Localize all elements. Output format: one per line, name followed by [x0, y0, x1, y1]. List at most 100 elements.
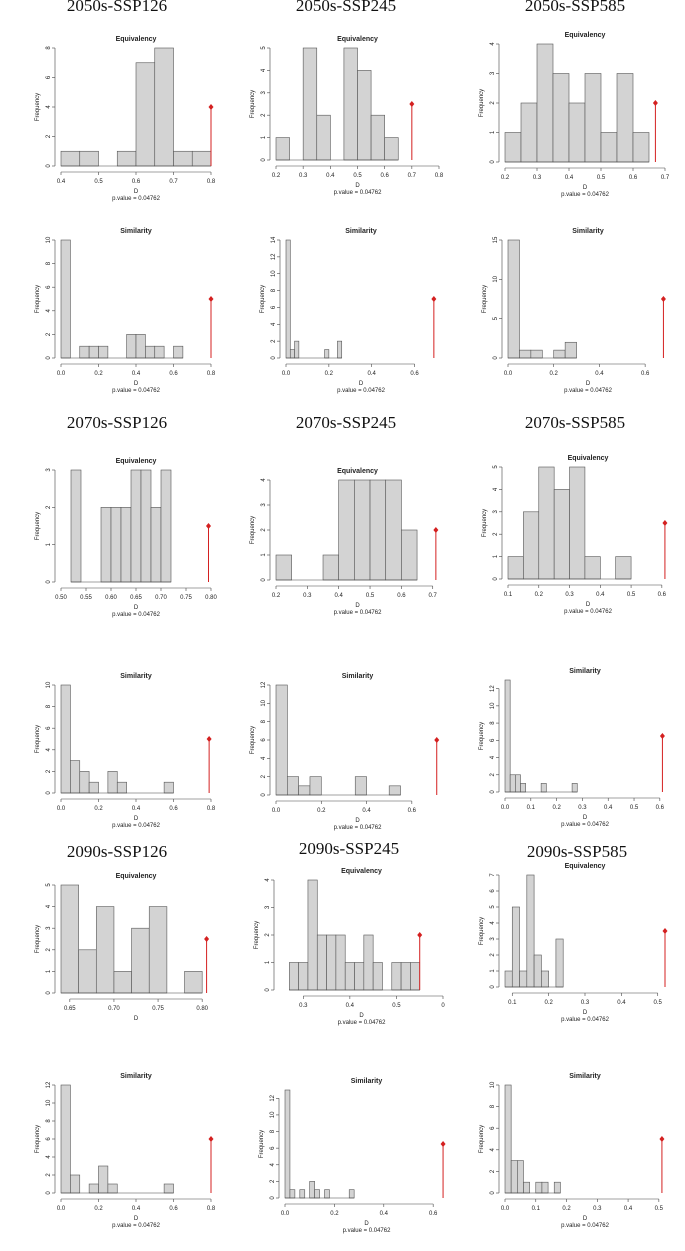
histogram-bar: [160, 469, 172, 583]
histogram-panel-2050s-SSP245-equivalency: Equivalency 0 1 2 3 4 5 Frequency 0.2 0.3 0.4 0.5 0.…: [250, 36, 444, 196]
histogram-bar: [511, 906, 520, 988]
histogram-bar: [541, 1181, 549, 1194]
histogram-bar: [135, 62, 156, 167]
y-tick-label: 5: [493, 465, 499, 469]
histogram-bar: [600, 132, 618, 163]
histogram-bar: [504, 1084, 512, 1194]
y-tick-label: 4: [261, 478, 267, 482]
y-tick-label: 3: [265, 905, 271, 909]
y-tick-label: 8: [46, 1119, 52, 1123]
histogram-bar: [533, 954, 542, 988]
histogram-bar: [298, 785, 311, 796]
x-tick-label: 0.4: [326, 173, 335, 179]
observed-value-marker: [434, 737, 440, 743]
histogram-bar: [70, 1174, 81, 1194]
y-tick-label: 6: [490, 738, 496, 742]
y-axis-label: Frequency: [250, 726, 256, 754]
y-tick-label: 2: [265, 933, 271, 937]
y-tick-label: 12: [490, 685, 496, 692]
histogram-bar: [191, 150, 212, 167]
x-tick-label: 0.0: [281, 1211, 290, 1217]
x-tick-label: 0.0: [57, 1206, 66, 1212]
y-tick-label: 2: [46, 947, 52, 951]
panel-title: Equivalency: [568, 455, 609, 462]
histogram-bar: [370, 114, 385, 161]
y-tick-label: 4: [46, 105, 52, 109]
x-tick-label: 0.2: [552, 805, 561, 811]
histogram-bar: [510, 1160, 518, 1194]
x-axis-label: D: [364, 1221, 369, 1227]
y-axis-label: Frequency: [35, 725, 41, 753]
y-tick-label: 2: [46, 769, 52, 773]
y-tick-label: 4: [490, 921, 496, 925]
histogram-bar: [275, 137, 290, 161]
x-tick-label: 0.5: [655, 1206, 664, 1212]
histogram-bar: [401, 529, 418, 581]
histogram-bar: [113, 971, 132, 994]
p-value-label: p.value = 0.04762: [338, 1020, 387, 1026]
x-tick-label: 0.6: [641, 371, 650, 377]
y-axis-label: Frequency: [479, 1125, 485, 1153]
y-tick-label: 6: [46, 285, 52, 289]
histogram-bar: [116, 781, 127, 794]
y-tick-label: 0: [493, 577, 499, 581]
x-tick-label: 0.4: [624, 1206, 633, 1212]
histogram-bar: [98, 1165, 109, 1194]
y-tick-label: 14: [271, 236, 277, 243]
y-tick-label: 8: [490, 1104, 496, 1108]
x-tick-label: 0.4: [368, 371, 377, 377]
y-tick-label: 4: [265, 878, 271, 882]
histogram-bar: [384, 137, 399, 161]
y-tick-label: 0: [490, 160, 496, 164]
x-tick-label: 0.3: [533, 175, 542, 181]
y-axis-label: Frequency: [250, 516, 256, 544]
histogram-bar: [555, 938, 564, 988]
y-axis-label: Frequency: [260, 285, 266, 313]
x-tick-label: 0.70: [155, 595, 167, 601]
y-tick-label: 8: [490, 721, 496, 725]
y-tick-label: 10: [270, 1111, 276, 1118]
p-value-label: p.value = 0.04762: [561, 1223, 610, 1229]
y-tick-label: 8: [46, 704, 52, 708]
histogram-bar: [316, 934, 327, 991]
panel-title: Similarity: [120, 673, 152, 680]
y-tick-label: 8: [46, 46, 52, 50]
histogram-bar: [140, 469, 152, 583]
x-tick-label: 0.4: [362, 808, 371, 814]
x-tick-label: 0.5: [597, 175, 606, 181]
p-value-label: p.value = 0.04762: [564, 609, 613, 615]
y-tick-label: 1: [490, 969, 496, 973]
y-tick-label: 4: [490, 42, 496, 46]
histogram-bar: [107, 1183, 118, 1194]
histogram-bar: [60, 884, 79, 994]
x-tick-label: 0.7: [408, 173, 417, 179]
y-tick-label: 0: [46, 791, 52, 795]
histogram-bar: [568, 102, 586, 163]
observed-value-marker: [662, 928, 668, 934]
y-tick-label: 2: [46, 505, 52, 509]
histogram-bar: [324, 349, 330, 359]
x-axis-label: D: [134, 605, 139, 611]
y-tick-label: 8: [271, 288, 277, 292]
histogram-bar: [275, 684, 288, 796]
y-tick-label: 10: [261, 699, 267, 706]
y-tick-label: 0: [46, 356, 52, 360]
y-tick-label: 2: [46, 332, 52, 336]
x-axis-label: D: [583, 815, 588, 821]
y-tick-label: 6: [46, 75, 52, 79]
histogram-bar: [289, 349, 295, 359]
y-tick-label: 6: [490, 889, 496, 893]
observed-value-marker: [660, 296, 666, 302]
histogram-bar: [348, 1189, 355, 1199]
histogram-bar: [564, 341, 577, 359]
panel-title: Equivalency: [337, 36, 378, 43]
x-tick-label: 0.2: [94, 371, 103, 377]
x-tick-label: 0.8: [207, 806, 216, 812]
y-tick-label: 1: [46, 969, 52, 973]
histogram-panel-2070s-SSP245-similarity: Similarity 0 2 4 6 8 10 12 Frequency 0.0 0.2 0.4 0.6…: [250, 673, 440, 831]
y-tick-label: 5: [490, 905, 496, 909]
histogram-bar: [410, 962, 421, 991]
histogram-panel-2050s-SSP585-equivalency: Equivalency 0 1 2 3 4 Frequency 0.2 0.3 0.4 0.5 0.6…: [479, 32, 670, 198]
x-tick-label: 0.0: [501, 1206, 510, 1212]
